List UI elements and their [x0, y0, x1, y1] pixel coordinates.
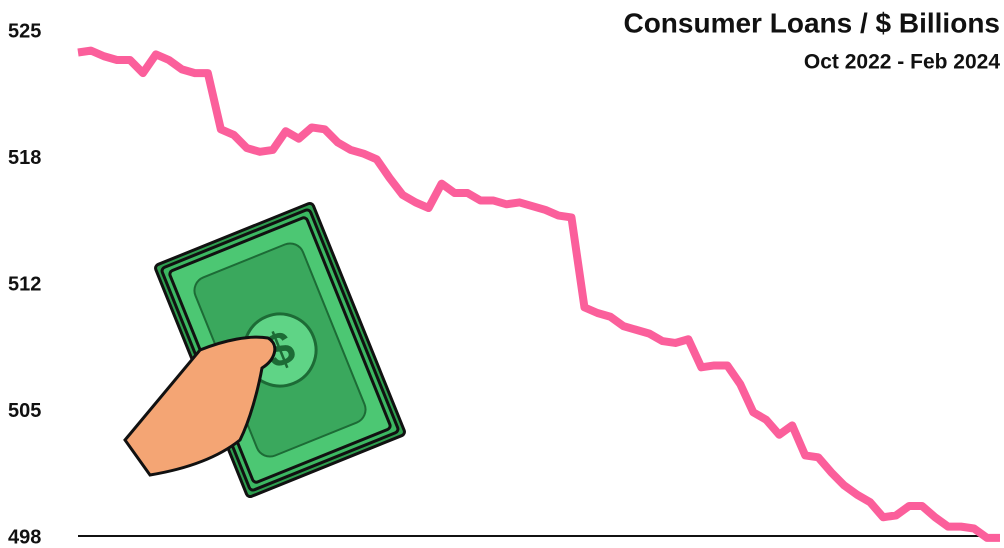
money-illustration: $: [125, 202, 406, 497]
y-tick-label: 505: [8, 400, 41, 422]
y-tick-label: 518: [8, 147, 41, 169]
chart-title: Consumer Loans / $ Billions: [623, 7, 1000, 38]
chart: $ Consumer Loans / $ Billions Oct 2022 -…: [0, 0, 1004, 548]
y-tick-label: 525: [8, 20, 41, 42]
y-tick-label: 512: [8, 273, 41, 295]
chart-subtitle: Oct 2022 - Feb 2024: [804, 51, 1000, 74]
y-tick-label: 498: [8, 526, 41, 548]
